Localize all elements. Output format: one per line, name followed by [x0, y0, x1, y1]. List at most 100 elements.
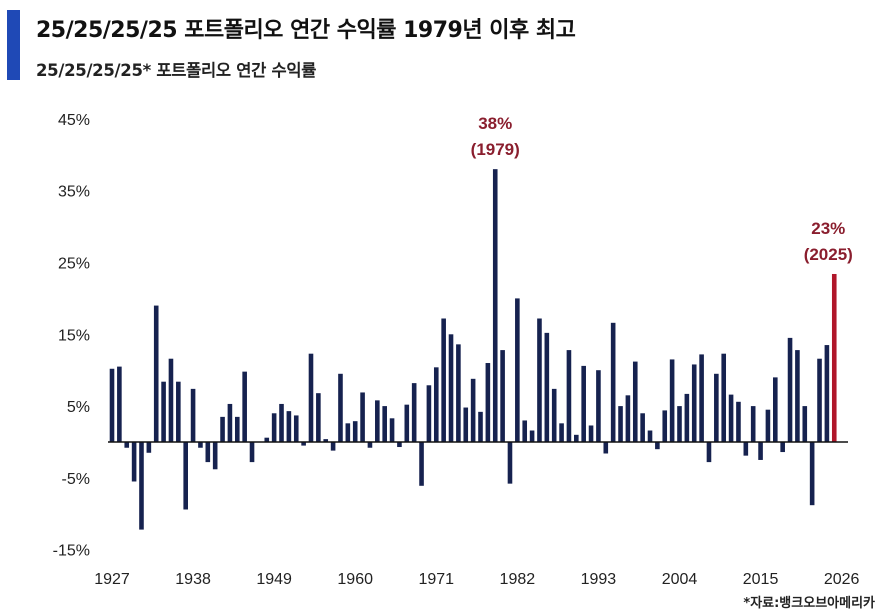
bar-1985 [537, 318, 542, 442]
x-tick-label: 2004 [662, 571, 698, 588]
x-tick-label: 2026 [824, 571, 860, 588]
bar-2023 [817, 358, 822, 442]
bar-1996 [618, 406, 623, 442]
y-tick-label: -5% [62, 471, 90, 488]
bar-1963 [375, 400, 380, 442]
bar-1965 [389, 418, 395, 442]
annotation-year: (1979) [471, 140, 520, 159]
bar-1930 [131, 442, 137, 482]
bar-1949 [271, 413, 277, 442]
bar-1992 [588, 425, 594, 442]
bar-1998 [632, 361, 638, 442]
bar-1932 [146, 442, 152, 453]
x-tick-label: 1971 [418, 571, 454, 588]
bar-1931 [139, 442, 144, 530]
bar-2015 [758, 442, 763, 460]
bar-1944 [234, 416, 240, 442]
annotation-value: 38% [478, 114, 512, 133]
y-tick-label: 45% [58, 112, 90, 129]
bar-1955 [316, 393, 321, 442]
annotation-year: (2025) [804, 245, 853, 264]
bar-1968 [411, 383, 417, 442]
bar-2008 [706, 442, 712, 463]
bar-1951 [286, 411, 292, 442]
bar-1978 [485, 363, 491, 442]
bar-1945 [242, 371, 247, 442]
bar-1943 [227, 403, 233, 442]
bar-2018 [780, 442, 785, 453]
x-tick-label: 1927 [94, 571, 130, 588]
bar-1972 [441, 318, 446, 442]
bar-1982 [515, 298, 520, 442]
bar-2020 [795, 350, 800, 442]
bar-1969 [419, 442, 424, 486]
bar-2017 [773, 377, 778, 442]
y-tick-label: -15% [53, 543, 90, 560]
bar-1974 [456, 344, 461, 442]
bar-2019 [787, 337, 793, 442]
bar-1986 [544, 332, 550, 442]
bar-1957 [330, 442, 336, 451]
bar-1938 [190, 388, 196, 442]
bar-1999 [640, 413, 645, 442]
bar-1929 [124, 442, 130, 448]
bar-1966 [397, 442, 402, 448]
annotation-value: 23% [811, 219, 845, 238]
x-tick-label: 2015 [743, 571, 779, 588]
bar-1941 [212, 442, 218, 470]
bar-2007 [699, 354, 704, 442]
bar-1984 [529, 430, 535, 442]
bar-1971 [433, 367, 439, 442]
bar-1959 [345, 423, 351, 442]
bar-1937 [183, 442, 188, 510]
bar-1990 [574, 434, 579, 442]
bar-1995 [610, 322, 616, 442]
bar-2021 [802, 406, 808, 442]
bar-1936 [176, 381, 181, 442]
bar-1993 [596, 370, 601, 442]
bar-1940 [205, 442, 211, 463]
bar-2010 [721, 353, 727, 442]
bar-1976 [470, 378, 476, 442]
bar-1950 [279, 403, 284, 442]
y-tick-label: 5% [67, 399, 90, 416]
chart-title: 25/25/25/25 포트폴리오 연간 수익률 1979년 이후 최고 [36, 18, 576, 43]
y-tick-label: 15% [58, 327, 90, 344]
chart-subtitle: 25/25/25/25* 포트폴리오 연간 수익률 [36, 61, 317, 80]
bar-1939 [198, 442, 203, 448]
bar-1977 [478, 411, 483, 442]
x-tick-label: 1938 [175, 571, 211, 588]
bar-2001 [655, 442, 660, 450]
bar-1981 [507, 442, 513, 484]
bar-2011 [728, 394, 734, 442]
bar-1994 [603, 442, 609, 454]
bar-1928 [117, 366, 122, 442]
bar-1954 [308, 353, 314, 442]
bar-1935 [168, 358, 174, 442]
bar-1997 [625, 395, 631, 442]
bar-1952 [293, 415, 299, 442]
bar-2016 [765, 409, 771, 442]
bar-1934 [161, 381, 166, 442]
bar-2005 [684, 393, 690, 442]
bar-1956 [323, 439, 329, 442]
bar-1987 [551, 388, 557, 442]
bar-2025 [831, 273, 837, 442]
bar-1946 [249, 442, 255, 463]
bar-1927 [109, 368, 115, 442]
bar-2002 [662, 410, 668, 442]
bar-2004 [677, 406, 682, 442]
bar-1948 [264, 437, 270, 442]
bar-1964 [382, 406, 387, 442]
bar-1988 [559, 423, 564, 442]
bar-1975 [463, 407, 469, 442]
bar-1961 [360, 392, 365, 442]
x-tick-label: 1949 [256, 571, 292, 588]
bar-1967 [404, 404, 410, 442]
bar-1960 [352, 421, 358, 442]
y-tick-label: 35% [58, 184, 90, 201]
title-accent-bar [7, 10, 20, 80]
bar-2009 [714, 373, 719, 442]
bar-2022 [809, 442, 815, 506]
